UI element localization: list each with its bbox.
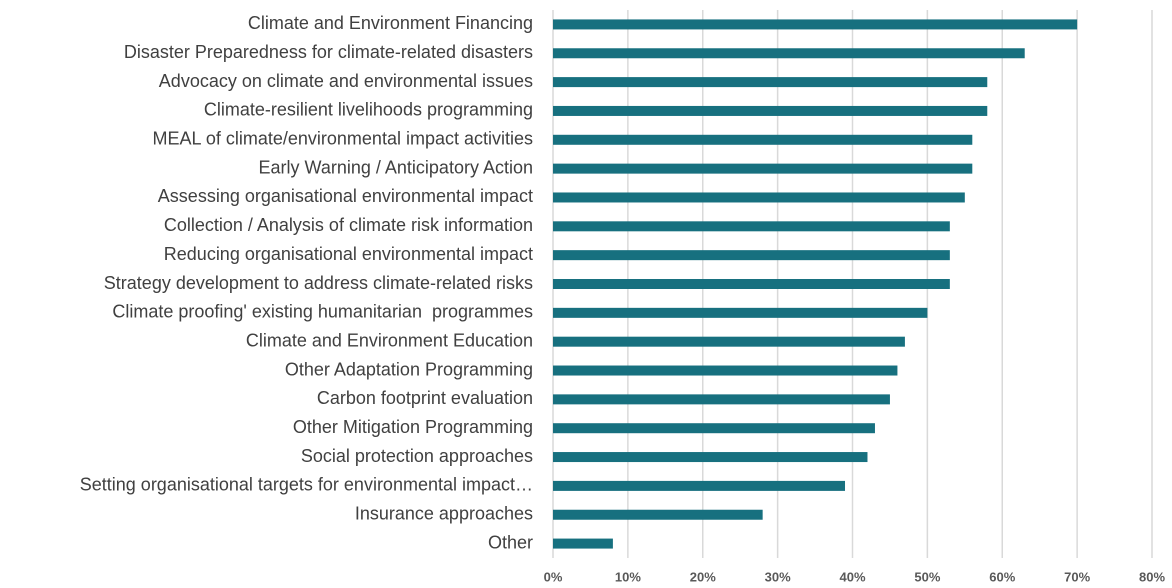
bar (553, 509, 763, 520)
category-label: Other Mitigation Programming (293, 417, 533, 437)
x-tick-label: 40% (839, 569, 865, 584)
x-tick-label: 70% (1064, 569, 1090, 584)
x-tick-label: 50% (914, 569, 940, 584)
bar (553, 538, 613, 549)
x-tick-label: 80% (1139, 569, 1165, 584)
category-label: Climate and Environment Financing (248, 13, 533, 33)
x-tick-label: 30% (765, 569, 791, 584)
category-label: Social protection approaches (301, 446, 533, 466)
bar (553, 192, 965, 203)
bar (553, 423, 875, 434)
category-label: Setting organisational targets for envir… (80, 475, 533, 495)
bar (553, 19, 1078, 30)
bar (553, 48, 1025, 59)
category-label: Climate proofing' existing humanitarian … (112, 302, 533, 322)
category-label: Early Warning / Anticipatory Action (259, 157, 533, 177)
bar (553, 250, 950, 261)
x-tick-label: 10% (615, 569, 641, 584)
bar (553, 394, 890, 405)
bar (553, 163, 973, 174)
category-label: Strategy development to address climate-… (104, 273, 533, 293)
bar (553, 480, 846, 491)
category-label: Advocacy on climate and environmental is… (159, 71, 533, 91)
category-label: Disaster Preparedness for climate-relate… (124, 42, 533, 62)
x-tick-label: 60% (989, 569, 1015, 584)
bar (553, 77, 988, 88)
category-label: Collection / Analysis of climate risk in… (164, 215, 533, 235)
category-label: Other Adaptation Programming (285, 359, 533, 379)
category-label: Climate and Environment Education (246, 330, 533, 350)
bar (553, 105, 988, 116)
x-tick-label: 20% (690, 569, 716, 584)
x-tick-label: 0% (544, 569, 563, 584)
bar (553, 221, 950, 232)
bar (553, 452, 868, 463)
category-label: Carbon footprint evaluation (317, 388, 533, 408)
category-label: Assessing organisational environmental i… (158, 186, 533, 206)
category-label: MEAL of climate/environmental impact act… (153, 129, 533, 149)
category-label: Reducing organisational environmental im… (164, 244, 533, 264)
bar (553, 336, 905, 347)
category-label: Insurance approaches (355, 503, 533, 523)
bar (553, 307, 928, 318)
category-label: Climate-resilient livelihoods programmin… (204, 100, 533, 120)
category-label: Other (488, 532, 533, 552)
bar (553, 365, 898, 376)
bar (553, 134, 973, 145)
bar (553, 279, 950, 289)
